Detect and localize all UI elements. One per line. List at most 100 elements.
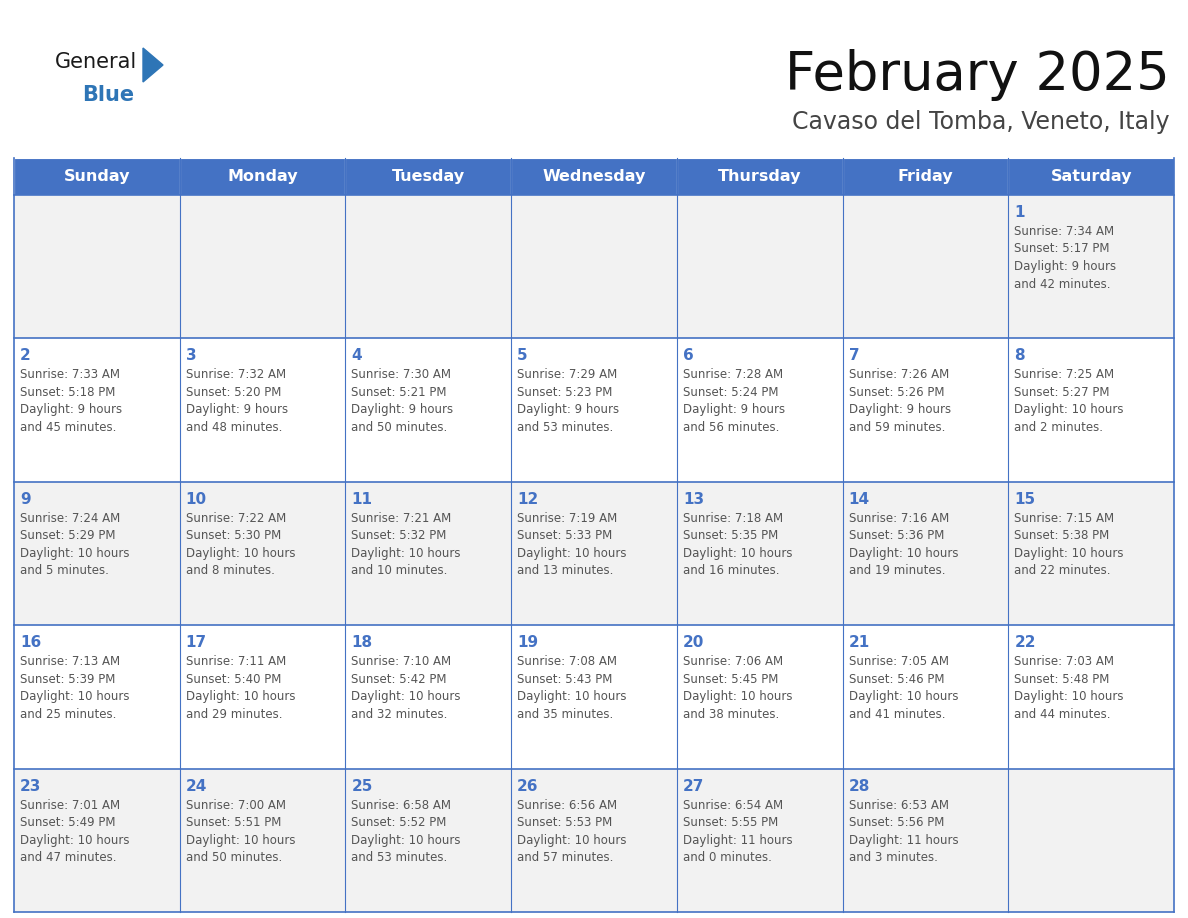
- Text: Daylight: 10 hours: Daylight: 10 hours: [1015, 547, 1124, 560]
- Text: February 2025: February 2025: [785, 49, 1170, 101]
- Text: and 35 minutes.: and 35 minutes.: [517, 708, 613, 721]
- Text: Sunset: 5:21 PM: Sunset: 5:21 PM: [352, 386, 447, 399]
- Text: 14: 14: [848, 492, 870, 507]
- Text: Daylight: 10 hours: Daylight: 10 hours: [1015, 690, 1124, 703]
- Text: Daylight: 10 hours: Daylight: 10 hours: [185, 547, 295, 560]
- Text: Sunset: 5:32 PM: Sunset: 5:32 PM: [352, 530, 447, 543]
- Text: Wednesday: Wednesday: [542, 169, 646, 184]
- Text: 18: 18: [352, 635, 373, 650]
- Text: Cavaso del Tomba, Veneto, Italy: Cavaso del Tomba, Veneto, Italy: [792, 110, 1170, 134]
- Text: Daylight: 10 hours: Daylight: 10 hours: [20, 834, 129, 846]
- Text: 25: 25: [352, 778, 373, 793]
- Text: Sunset: 5:30 PM: Sunset: 5:30 PM: [185, 530, 282, 543]
- Text: Daylight: 10 hours: Daylight: 10 hours: [517, 834, 626, 846]
- Text: Sunday: Sunday: [64, 169, 131, 184]
- Text: Daylight: 9 hours: Daylight: 9 hours: [848, 403, 950, 417]
- Text: 13: 13: [683, 492, 704, 507]
- Polygon shape: [143, 48, 163, 82]
- Text: Sunrise: 6:58 AM: Sunrise: 6:58 AM: [352, 799, 451, 812]
- Text: and 19 minutes.: and 19 minutes.: [848, 565, 946, 577]
- Bar: [179, 158, 346, 195]
- Text: Sunrise: 7:22 AM: Sunrise: 7:22 AM: [185, 512, 286, 525]
- Text: Daylight: 10 hours: Daylight: 10 hours: [352, 547, 461, 560]
- Text: and 29 minutes.: and 29 minutes.: [185, 708, 283, 721]
- Text: Sunrise: 7:33 AM: Sunrise: 7:33 AM: [20, 368, 120, 381]
- Text: Daylight: 9 hours: Daylight: 9 hours: [185, 403, 287, 417]
- Text: 16: 16: [20, 635, 42, 650]
- Text: Daylight: 10 hours: Daylight: 10 hours: [20, 690, 129, 703]
- Text: Sunset: 5:45 PM: Sunset: 5:45 PM: [683, 673, 778, 686]
- Bar: [346, 158, 511, 195]
- Text: 22: 22: [1015, 635, 1036, 650]
- Text: and 2 minutes.: and 2 minutes.: [1015, 420, 1104, 434]
- Text: Sunrise: 7:30 AM: Sunrise: 7:30 AM: [352, 368, 451, 381]
- Text: Sunset: 5:52 PM: Sunset: 5:52 PM: [352, 816, 447, 829]
- Text: Thursday: Thursday: [718, 169, 802, 184]
- Text: and 8 minutes.: and 8 minutes.: [185, 565, 274, 577]
- Text: 12: 12: [517, 492, 538, 507]
- Text: Daylight: 10 hours: Daylight: 10 hours: [185, 834, 295, 846]
- Text: and 57 minutes.: and 57 minutes.: [517, 851, 613, 864]
- Text: and 50 minutes.: and 50 minutes.: [352, 420, 448, 434]
- Text: Sunrise: 7:24 AM: Sunrise: 7:24 AM: [20, 512, 120, 525]
- Text: and 47 minutes.: and 47 minutes.: [20, 851, 116, 864]
- Text: 10: 10: [185, 492, 207, 507]
- Text: and 42 minutes.: and 42 minutes.: [1015, 277, 1111, 290]
- Text: Sunrise: 7:01 AM: Sunrise: 7:01 AM: [20, 799, 120, 812]
- Text: Daylight: 11 hours: Daylight: 11 hours: [848, 834, 959, 846]
- Text: Sunrise: 7:11 AM: Sunrise: 7:11 AM: [185, 655, 286, 668]
- Text: and 48 minutes.: and 48 minutes.: [185, 420, 282, 434]
- Text: and 25 minutes.: and 25 minutes.: [20, 708, 116, 721]
- Text: Sunrise: 7:05 AM: Sunrise: 7:05 AM: [848, 655, 948, 668]
- Text: 2: 2: [20, 349, 31, 364]
- Text: Sunrise: 7:21 AM: Sunrise: 7:21 AM: [352, 512, 451, 525]
- Text: Sunrise: 7:26 AM: Sunrise: 7:26 AM: [848, 368, 949, 381]
- Text: Sunset: 5:38 PM: Sunset: 5:38 PM: [1015, 530, 1110, 543]
- Text: Sunrise: 7:10 AM: Sunrise: 7:10 AM: [352, 655, 451, 668]
- Text: and 53 minutes.: and 53 minutes.: [517, 420, 613, 434]
- Text: Sunset: 5:35 PM: Sunset: 5:35 PM: [683, 530, 778, 543]
- Text: and 44 minutes.: and 44 minutes.: [1015, 708, 1111, 721]
- Text: Sunrise: 6:54 AM: Sunrise: 6:54 AM: [683, 799, 783, 812]
- Text: and 32 minutes.: and 32 minutes.: [352, 708, 448, 721]
- Text: Sunset: 5:40 PM: Sunset: 5:40 PM: [185, 673, 282, 686]
- Text: 28: 28: [848, 778, 870, 793]
- Bar: [14, 482, 1174, 625]
- Text: Daylight: 10 hours: Daylight: 10 hours: [683, 547, 792, 560]
- Bar: [511, 158, 677, 195]
- Text: 6: 6: [683, 349, 694, 364]
- Text: 5: 5: [517, 349, 527, 364]
- Text: Sunrise: 7:08 AM: Sunrise: 7:08 AM: [517, 655, 617, 668]
- Text: 24: 24: [185, 778, 207, 793]
- Text: Sunset: 5:43 PM: Sunset: 5:43 PM: [517, 673, 613, 686]
- Text: and 50 minutes.: and 50 minutes.: [185, 851, 282, 864]
- Text: Daylight: 9 hours: Daylight: 9 hours: [683, 403, 785, 417]
- Text: Sunset: 5:29 PM: Sunset: 5:29 PM: [20, 530, 115, 543]
- Bar: [14, 768, 1174, 912]
- Text: 17: 17: [185, 635, 207, 650]
- Text: Daylight: 11 hours: Daylight: 11 hours: [683, 834, 792, 846]
- Text: Sunset: 5:56 PM: Sunset: 5:56 PM: [848, 816, 944, 829]
- Text: Sunset: 5:33 PM: Sunset: 5:33 PM: [517, 530, 612, 543]
- Text: Sunset: 5:46 PM: Sunset: 5:46 PM: [848, 673, 944, 686]
- Text: Sunrise: 7:00 AM: Sunrise: 7:00 AM: [185, 799, 286, 812]
- Text: Sunset: 5:49 PM: Sunset: 5:49 PM: [20, 816, 115, 829]
- Text: 20: 20: [683, 635, 704, 650]
- Text: Sunset: 5:26 PM: Sunset: 5:26 PM: [848, 386, 944, 399]
- Text: Daylight: 10 hours: Daylight: 10 hours: [517, 547, 626, 560]
- Text: Monday: Monday: [227, 169, 298, 184]
- Text: Blue: Blue: [82, 85, 134, 105]
- Text: and 3 minutes.: and 3 minutes.: [848, 851, 937, 864]
- Text: Sunrise: 7:16 AM: Sunrise: 7:16 AM: [848, 512, 949, 525]
- Text: Sunrise: 7:29 AM: Sunrise: 7:29 AM: [517, 368, 618, 381]
- Text: Daylight: 9 hours: Daylight: 9 hours: [517, 403, 619, 417]
- Text: Daylight: 10 hours: Daylight: 10 hours: [848, 547, 958, 560]
- Bar: [14, 158, 179, 195]
- Text: Daylight: 10 hours: Daylight: 10 hours: [683, 690, 792, 703]
- Text: Sunrise: 7:28 AM: Sunrise: 7:28 AM: [683, 368, 783, 381]
- Text: and 53 minutes.: and 53 minutes.: [352, 851, 448, 864]
- Text: Daylight: 10 hours: Daylight: 10 hours: [517, 690, 626, 703]
- Text: Sunset: 5:48 PM: Sunset: 5:48 PM: [1015, 673, 1110, 686]
- Text: Sunset: 5:23 PM: Sunset: 5:23 PM: [517, 386, 613, 399]
- Text: Sunset: 5:20 PM: Sunset: 5:20 PM: [185, 386, 282, 399]
